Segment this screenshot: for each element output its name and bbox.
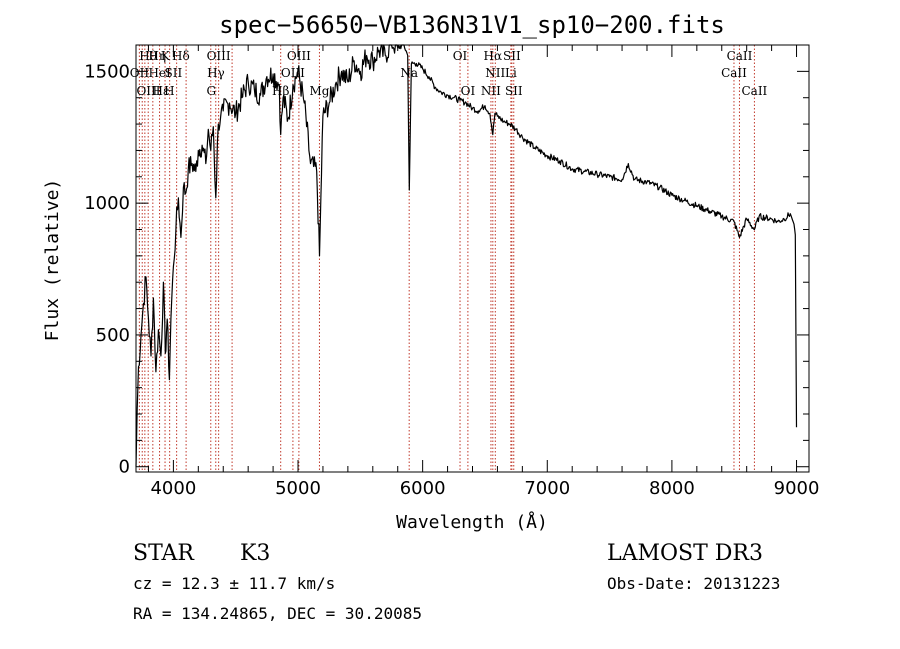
x-tick-label: 4000 (150, 478, 196, 499)
line-label: OI (461, 84, 476, 98)
spectrum-line (135, 44, 798, 467)
line-label: OIII (281, 66, 305, 80)
line-label: SII (165, 66, 183, 80)
y-tick-label: 500 (96, 325, 130, 346)
line-label: OIII (207, 49, 231, 63)
line-label: SII (505, 84, 523, 98)
line-label: OIII (136, 84, 160, 98)
x-tick-label: 7000 (524, 478, 570, 499)
line-label: K (161, 49, 171, 63)
x-tick-label: 9000 (774, 478, 820, 499)
line-label: Hε (153, 84, 170, 98)
line-label: NII (485, 66, 505, 80)
y-tick-label: 1500 (84, 61, 130, 82)
line-label: CaII (721, 66, 747, 80)
x-axis-label: Wavelength (Å) (396, 511, 548, 533)
line-label: SII (503, 49, 521, 63)
line-label: Hβ (272, 84, 289, 98)
line-label: Hγ (207, 66, 225, 80)
object-subclass: K3 (240, 541, 270, 566)
object-class: STAR (133, 541, 195, 566)
obs-date-text: Obs-Date: 20131223 (607, 574, 780, 593)
line-label: Hη (148, 49, 166, 63)
line-label: CaII (741, 84, 767, 98)
line-label: OIII (287, 49, 311, 63)
ra-dec-text: RA = 134.24865, DEC = 30.20085 (133, 604, 422, 623)
line-label: Hα (484, 49, 503, 63)
line-label: OII (130, 66, 150, 80)
line-label: Na (400, 66, 418, 80)
line-label: G (207, 84, 217, 98)
axis-ticks: 4000 5000 6000 7000 8000 9000 0 500 1000 1500 (84, 44, 820, 499)
line-label: Hδ (172, 49, 190, 63)
line-label: Li (505, 66, 517, 80)
line-label: NII (481, 84, 501, 98)
y-axis-label: Flux (relative) (42, 179, 63, 342)
x-tick-label: 6000 (400, 478, 446, 499)
x-tick-label: 5000 (275, 478, 321, 499)
line-label: Hθ (139, 49, 157, 63)
y-tick-label: 1000 (84, 193, 130, 214)
redshift-text: cz = 12.3 ± 11.7 km/s (133, 574, 335, 593)
x-tick-label: 8000 (649, 478, 695, 499)
survey-name: LAMOST DR3 (607, 541, 763, 566)
emission-line-markers (138, 45, 755, 472)
line-label: HeI (148, 66, 171, 80)
line-label: Mg (310, 84, 330, 98)
line-label: CaII (727, 49, 753, 63)
line-label: H (164, 84, 174, 98)
line-label: OI (453, 49, 468, 63)
y-tick-label: 0 (119, 457, 130, 478)
chart-title: spec−56650−VB136N31V1_sp10−200.fits (219, 11, 725, 39)
